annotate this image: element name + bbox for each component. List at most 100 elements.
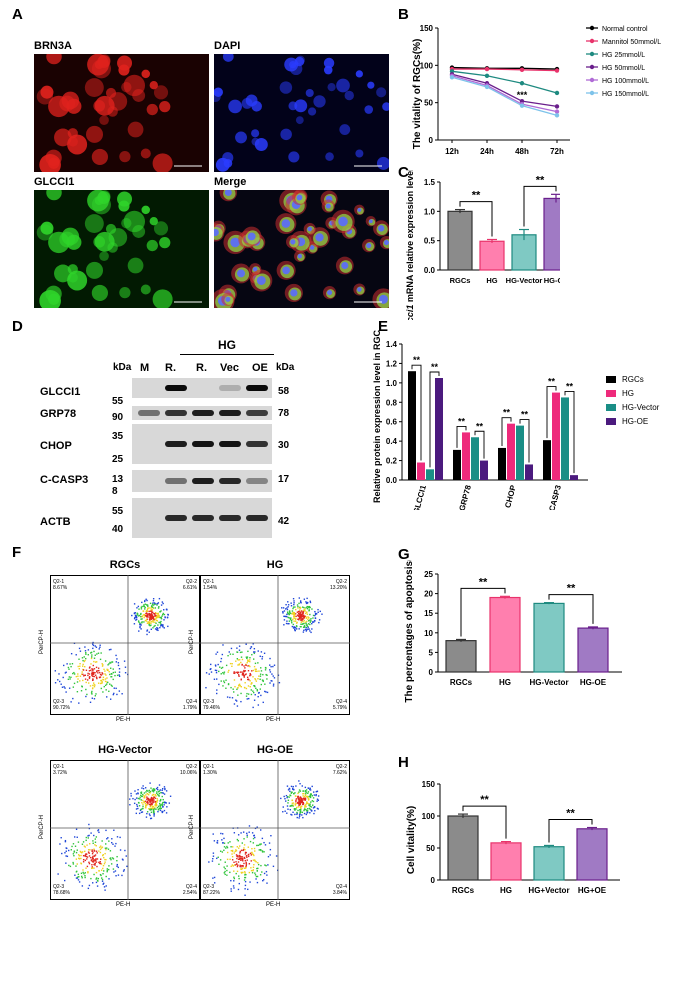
flow-event [76,876,79,878]
chart-e-bar [417,462,425,480]
flow-event [124,849,126,852]
flow-event [72,697,74,700]
flow-event [233,861,235,864]
flow-event [85,688,87,691]
flow-event [101,665,104,667]
cell-nucleus [280,128,292,141]
flow-event [87,672,89,675]
flow-event [249,686,251,688]
flow-event [149,782,151,784]
micro-image-brn3a [34,54,209,172]
chart-h-xtick-label: RGCs [452,886,475,895]
flow-event [101,846,104,848]
flow-event [111,841,113,844]
flow-event [152,604,155,606]
chart-c-bar [543,197,560,271]
flow-event [309,796,312,799]
flow-event [306,602,309,604]
flow-event [295,617,297,620]
chart-e-legend-swatch [606,404,616,411]
flow-event [162,613,164,616]
flow-event [260,849,262,852]
cell-nucleus [313,95,326,108]
flow-event [220,680,222,682]
flow-event [291,791,293,793]
flow-event [247,659,249,661]
flow-event [157,614,160,616]
flow-event [113,687,115,689]
flow-event [100,863,103,865]
flow-event [59,843,61,845]
flow-event [152,598,155,600]
flow-event [244,851,247,854]
chart-e-sig-label: ** [503,408,511,418]
flow-event [134,612,136,614]
flow-event [237,875,240,877]
flow-event [88,861,90,864]
flow-event [85,853,87,855]
cell-nucleus [336,78,350,93]
flow-event [275,855,278,857]
flow-event [283,615,285,618]
flow-event [96,852,98,854]
flow-event [134,790,136,792]
flow-event [306,795,309,798]
flow-event [65,862,67,864]
flow-event [208,673,210,675]
flow-event [269,854,271,856]
flow-event [100,682,103,684]
flow-event [118,690,121,692]
flow-event [253,647,256,650]
blot-row-label: CHOP [40,440,72,452]
flow-event [309,787,311,789]
flow-event [236,870,239,873]
flow-event [229,858,231,861]
flow-event [135,616,138,619]
flow-event [244,670,247,672]
flow-event [233,880,235,882]
chart-b-series-line [451,66,558,70]
flow-event [302,816,304,819]
flow-quadrant-label: 87.22% [203,890,221,896]
flow-event [92,842,94,845]
flow-event [162,798,164,801]
flow-plot: Q2-11.54%Q2-213.20%Q2-379.46%Q2-45.79% [200,575,350,715]
flow-event [239,864,241,867]
flow-event [106,696,108,698]
chart-b-series-line [451,70,558,94]
flow-event [136,805,139,807]
chart-e-bar [435,378,443,480]
flow-event [296,816,298,819]
cell-nucleus [296,194,303,201]
flow-event [143,604,145,606]
flow-event [148,622,151,625]
flow-event [133,612,136,614]
flow-event [297,610,300,613]
flow-event [156,797,158,800]
flow-event [156,799,159,802]
flow-event [87,872,89,874]
flow-event [81,851,84,853]
flow-event [153,602,156,604]
flow-event [247,678,249,681]
flow-quadrant-label: Q2-2 [336,764,347,770]
flow-event [266,678,268,680]
blot-marker-right: 58 [278,386,290,397]
flow-event [153,812,155,815]
flow-event [299,609,301,611]
flow-event [154,803,157,806]
flow-event [111,685,113,687]
flow-event [146,793,148,795]
flow-event [236,855,238,858]
flow-event [254,651,256,653]
flow-event [299,790,302,792]
chart-c-ylabel-gene: Glcci1 [405,305,415,320]
flow-event [152,809,155,811]
flow-event [306,597,308,600]
flow-event [91,674,93,676]
flow-event [299,800,301,802]
flow-event [142,803,144,805]
flow-event [218,863,220,866]
flow-event [222,842,224,844]
flow-event [307,792,309,795]
